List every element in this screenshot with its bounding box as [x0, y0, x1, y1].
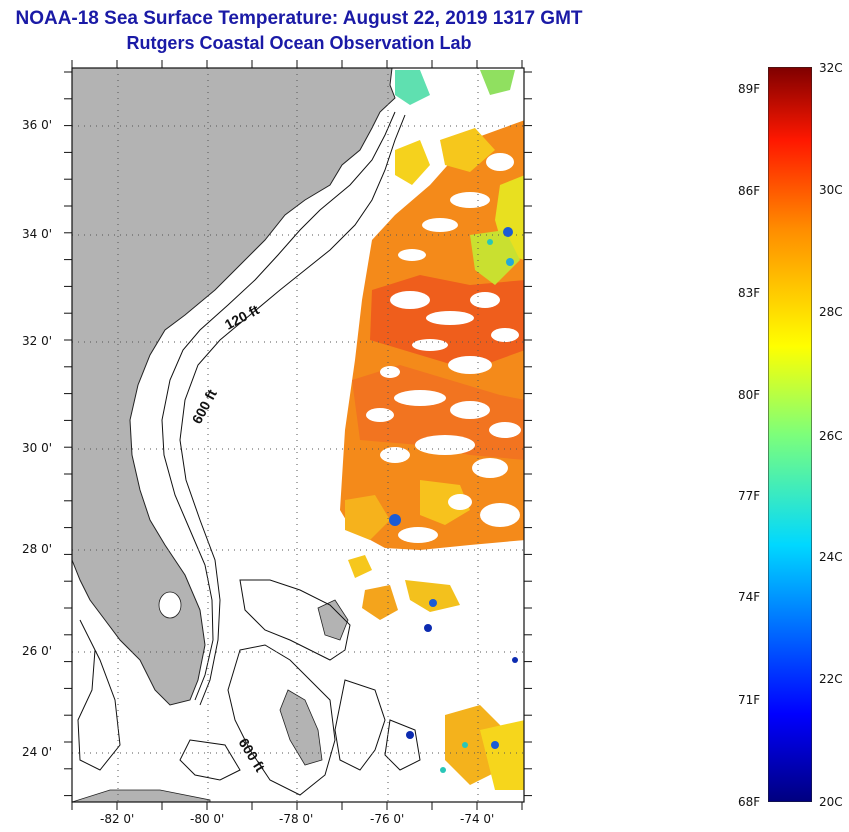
lon-label-78: -78 0' — [279, 812, 314, 826]
colorbar-label-77f: 77F — [738, 489, 761, 503]
map-title: NOAA-18 Sea Surface Temperature: August … — [15, 8, 583, 29]
lon-label-74: -74 0' — [460, 812, 495, 826]
colorbar-label-86f: 86F — [738, 184, 761, 198]
colorbar-label-20c: 20C — [819, 795, 843, 809]
bahamas-islands — [279, 599, 349, 766]
temperature-colorbar — [768, 67, 812, 802]
colorbar-label-83f: 83F — [738, 286, 761, 300]
lat-label-26: 26 0' — [22, 644, 53, 658]
sst-swath — [340, 70, 524, 790]
graticule — [72, 68, 524, 802]
lon-label-82: -82 0' — [100, 812, 135, 826]
colorbar-label-22c: 22C — [819, 672, 843, 686]
colorbar-label-26c: 26C — [819, 429, 843, 443]
bathymetry-contours — [77, 111, 421, 796]
land-mainland — [72, 68, 396, 706]
lat-label-28: 28 0' — [22, 542, 53, 556]
lat-label-24: 24 0' — [22, 745, 53, 759]
lat-label-30: 30 0' — [22, 441, 53, 455]
lon-label-76: -76 0' — [370, 812, 405, 826]
lat-label-34: 34 0' — [22, 227, 53, 241]
colorbar-label-80f: 80F — [738, 388, 761, 402]
map-subtitle: Rutgers Coastal Ocean Observation Lab — [126, 33, 472, 53]
lon-label-80: -80 0' — [190, 812, 225, 826]
colorbar-label-71f: 71F — [738, 693, 761, 707]
colorbar-label-89f: 89F — [738, 82, 761, 96]
lat-label-36: 36 0' — [22, 118, 53, 132]
colorbar-label-30c: 30C — [819, 183, 843, 197]
colorbar-label-74f: 74F — [738, 590, 761, 604]
map-frame — [71, 67, 525, 803]
lat-label-32: 32 0' — [22, 334, 53, 348]
colorbar-label-68f: 68F — [738, 795, 761, 809]
colorbar-label-28c: 28C — [819, 305, 843, 319]
colorbar-label-32c: 32C — [819, 61, 843, 75]
colorbar-label-24c: 24C — [819, 550, 843, 564]
